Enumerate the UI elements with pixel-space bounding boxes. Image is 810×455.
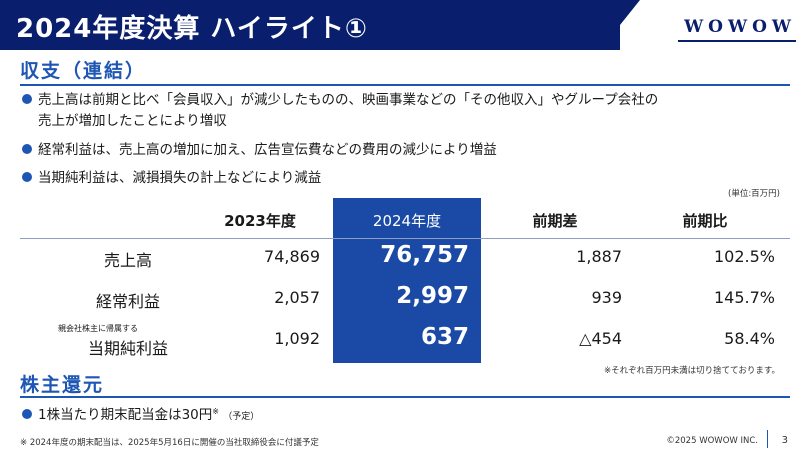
header-diff: 前期差 xyxy=(532,212,578,230)
cell-net-income-ratio: 58.4% xyxy=(724,329,775,348)
cell-sales-2024: 76,757 xyxy=(380,242,469,268)
cell-ordinary-profit-2023: 2,057 xyxy=(274,288,320,307)
rounding-note: ※それぞれ百万円未満は切り捨てております。 xyxy=(603,366,780,376)
header-ratio: 前期比 xyxy=(682,212,728,230)
slide-title: 2024年度決算 ハイライト① xyxy=(16,14,368,44)
cell-ordinary-profit-2024: 2,997 xyxy=(396,283,469,309)
section-rule-income xyxy=(20,84,790,86)
cell-sales-ratio: 102.5% xyxy=(713,247,775,266)
bullet-sales: 売上高は前期と比べ「会員収入」が減少したものの、映画事業などの「その他収入」やグ… xyxy=(22,90,658,132)
bullet-dot-icon xyxy=(22,144,32,154)
cell-sales-2023: 74,869 xyxy=(264,247,320,266)
cell-net-income-diff: △454 xyxy=(579,329,622,348)
cell-sales-diff: 1,887 xyxy=(576,247,622,266)
logo-underline xyxy=(678,40,796,42)
bullet-dividend-text: 1株当たり期末配当金は30円 xyxy=(38,407,213,423)
unit-note: (単位:百万円) xyxy=(728,189,780,199)
bullet-dot-icon xyxy=(22,94,32,104)
slide-header: 2024年度決算 ハイライト① WOWOW xyxy=(0,0,810,50)
row-sublabel-net-income: 親会社株主に帰属する xyxy=(58,324,138,333)
cell-ordinary-profit-ratio: 145.7% xyxy=(713,288,775,307)
bullet-ordinary-profit: 経常利益は、売上高の増加に加え、広告宣伝費などの費用の減少により増益 xyxy=(22,140,497,161)
header-band xyxy=(0,0,620,50)
copyright: ©2025 WOWOW INC. xyxy=(666,436,758,446)
wowow-logo: WOWOW xyxy=(684,17,796,37)
cell-net-income-2023: 1,092 xyxy=(274,329,320,348)
financial-table: 2023年度 2024年度 前期差 前期比 売上高 74,869 76,757 … xyxy=(0,198,810,363)
bullet-sales-line2: 売上が増加したことにより増収 xyxy=(38,113,227,129)
bullet-dot-icon xyxy=(22,172,32,182)
bullet-net-income: 当期純利益は、減損損失の計上などにより減益 xyxy=(22,168,321,189)
table-header-rule xyxy=(20,238,790,239)
bullet-sales-line1: 売上高は前期と比べ「会員収入」が減少したものの、映画事業などの「その他収入」やグ… xyxy=(38,92,659,108)
section-title-income: 収支（連結） xyxy=(20,60,147,82)
header-slant xyxy=(600,0,640,50)
cell-net-income-2024: 637 xyxy=(420,324,469,350)
row-label-sales: 売上高 xyxy=(103,251,152,270)
header-2024: 2024年度 xyxy=(372,212,442,230)
footer-note: ※ 2024年度の期末配当は、2025年5月16日に開催の当社取締役会に付議予定 xyxy=(20,438,319,448)
section-rule-shareholder-return xyxy=(20,396,790,398)
bullet-ordinary-profit-text: 経常利益は、売上高の増加に加え、広告宣伝費などの費用の減少により増益 xyxy=(38,142,497,158)
row-label-net-income: 当期純利益 xyxy=(87,339,168,358)
header-2023: 2023年度 xyxy=(224,212,296,230)
cell-ordinary-profit-diff: 939 xyxy=(591,288,622,307)
highlight-column-2024 xyxy=(333,198,481,363)
bullet-dot-icon xyxy=(22,409,32,419)
dividend-planned-tag: （予定） xyxy=(223,412,260,422)
row-label-ordinary-profit: 経常利益 xyxy=(95,292,160,311)
page-number: 3 xyxy=(781,435,788,446)
bullet-dividend: 1株当たり期末配当金は30円※ （予定） xyxy=(22,401,259,428)
section-title-shareholder-return: 株主還元 xyxy=(20,374,105,396)
bullet-net-income-text: 当期純利益は、減損損失の計上などにより減益 xyxy=(38,170,322,186)
dividend-footnote-mark: ※ xyxy=(212,407,219,416)
footer-separator xyxy=(767,430,768,448)
